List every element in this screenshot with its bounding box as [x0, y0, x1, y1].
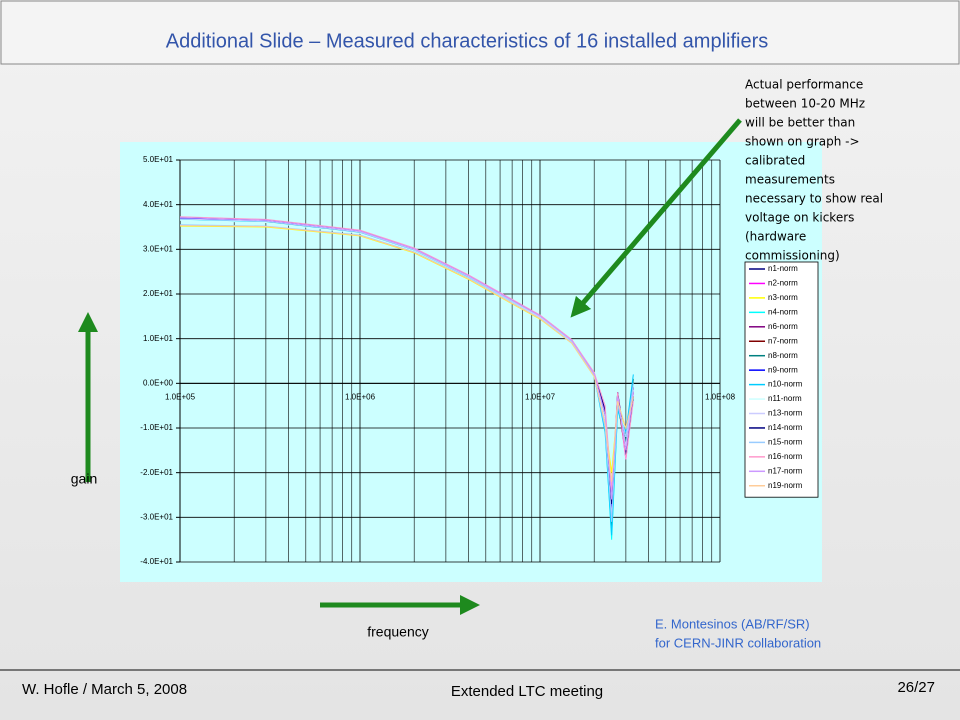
annotation-line: will be better than: [745, 116, 855, 130]
annotation-arrow: [570, 118, 742, 318]
legend-label: n6-norm: [768, 322, 798, 331]
legend-label: n4-norm: [768, 307, 798, 316]
chart: 1.0E+05 1.0E+06 1.0E+07 1.0E+085.0E+014.0E+…: [140, 155, 819, 566]
legend-label: n8-norm: [768, 351, 798, 360]
legend-label: n3-norm: [768, 293, 798, 302]
legend-label: n19-norm: [768, 481, 803, 490]
annotation-line: necessary to show real: [745, 192, 883, 206]
annotation-line: commissioning): [745, 249, 840, 263]
footer-center: Extended LTC meeting: [451, 683, 603, 700]
annotation: Actual performance between 10-20 MHz will …: [745, 78, 883, 263]
y-tick-label: -1.0E+01: [140, 423, 173, 432]
y-tick-label: 0.0E+00: [143, 378, 174, 387]
y-tick-label: 2.0E+01: [143, 289, 174, 298]
legend-label: n1-norm: [768, 264, 798, 273]
chart-area: [120, 142, 822, 582]
legend-label: n11-norm: [768, 394, 802, 403]
legend-label: n15-norm: [768, 438, 803, 447]
legend-label: n7-norm: [768, 336, 798, 345]
footer-left: W. Hofle / March 5, 2008: [22, 681, 187, 698]
y-tick-label: -2.0E+01: [140, 468, 173, 477]
annotation-line: between 10-20 MHz: [745, 97, 865, 111]
legend-label: n17-norm: [768, 466, 803, 475]
y-tick-label: -4.0E+01: [140, 557, 173, 566]
legend-box: [744, 261, 819, 498]
legend-label: n2-norm: [768, 279, 798, 288]
series-line: [179, 225, 634, 482]
legend-label: n13-norm: [768, 409, 803, 418]
annotation-line: shown on graph ->: [745, 135, 860, 149]
legend-label: n10-norm: [768, 380, 803, 389]
slide-title: Additional Slide – Measured characterist…: [166, 30, 769, 52]
legend-label: n16-norm: [768, 452, 803, 461]
annotation-line: Actual performance: [745, 78, 863, 92]
annotation-line: measurements: [745, 173, 835, 187]
footer-right: 26/27: [897, 679, 935, 696]
x-tick-label: 1.0E+08: [705, 392, 736, 401]
y-tick-label: -3.0E+01: [140, 512, 173, 521]
y-tick-label: 4.0E+01: [143, 200, 174, 209]
credit-line: E. Montesinos (AB/RF/SR): [655, 616, 810, 631]
x-tick-label: 1.0E+07: [525, 392, 556, 401]
y-tick-label: 1.0E+01: [143, 334, 174, 343]
y-tick-label: 5.0E+01: [143, 155, 174, 164]
legend-label: n14-norm: [768, 423, 803, 432]
x-tick-label: 1.0E+06: [345, 392, 376, 401]
y-tick-label: 3.0E+01: [143, 244, 174, 253]
header-box: [0, 0, 960, 65]
legend-label: n9-norm: [768, 365, 798, 374]
annotation-line: (hardware: [745, 230, 806, 244]
frequency-label: frequency: [367, 624, 428, 640]
annotation-line: voltage on kickers: [745, 211, 854, 225]
credit-line: for CERN-JINR collaboration: [655, 635, 821, 650]
annotation-line: calibrated: [745, 154, 805, 168]
gain-label: gain: [71, 471, 97, 487]
